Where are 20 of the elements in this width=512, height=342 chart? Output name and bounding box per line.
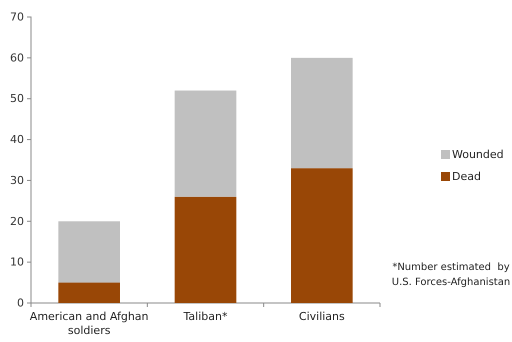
y-tick-label: 60 <box>10 51 24 64</box>
y-tick-label: 40 <box>10 133 24 146</box>
y-tick-label: 0 <box>17 296 24 310</box>
bar <box>58 221 120 283</box>
text: *Number estimated by U.S. Forces-Afghanistan <box>392 262 510 288</box>
y-tick-label: 10 <box>10 256 24 269</box>
bar <box>174 196 236 303</box>
bar <box>58 282 120 303</box>
y-tick-label: 20 <box>10 214 24 228</box>
x-tick-label: Civilians <box>298 310 346 323</box>
x-tick-label: Taliban* <box>182 310 228 323</box>
bar <box>291 168 353 303</box>
y-tick-label: 50 <box>10 92 24 106</box>
bar <box>174 90 236 197</box>
x-tick-label: American and Afghan soldiers <box>30 310 149 337</box>
legend-label: Dead <box>452 170 481 183</box>
y-tick-label: 70 <box>10 10 24 24</box>
y-tick-label: 30 <box>10 174 24 187</box>
legend-label: Wounded <box>452 148 504 161</box>
bar <box>291 58 353 168</box>
